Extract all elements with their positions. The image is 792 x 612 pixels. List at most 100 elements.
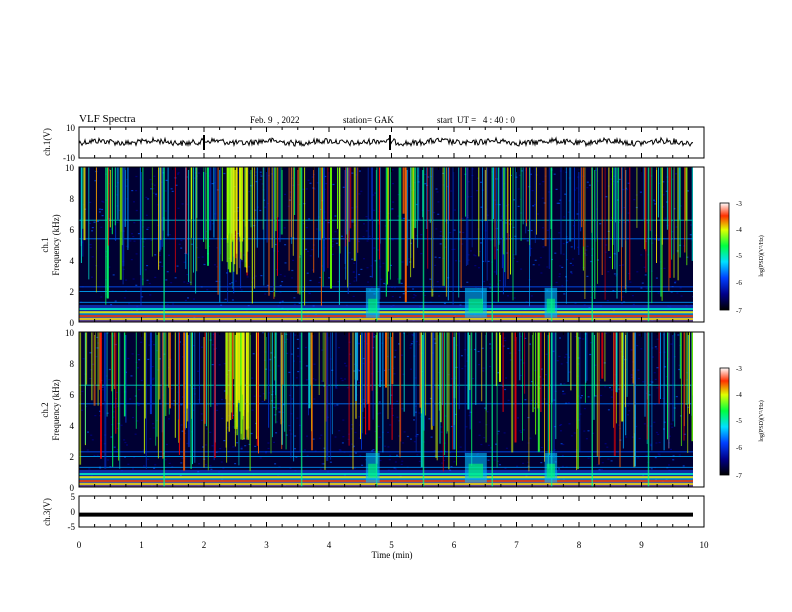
spectrogram-noise [382, 262, 385, 264]
spectrogram-noise [281, 300, 284, 302]
spectrogram-noise [679, 205, 682, 207]
sferic-streak [335, 332, 337, 389]
spectrogram-noise [221, 417, 224, 420]
sferic-streak [498, 167, 500, 245]
sferic-streak [621, 167, 623, 248]
spectrogram-noise [453, 248, 456, 250]
ch2-colorbar: -3 -4 -5 -6 -7 log(PSD)(V²/Hz) [719, 365, 765, 480]
sferic-streak [185, 167, 187, 270]
ch2-channel-label: ch.2 [40, 402, 50, 417]
spectrogram-noise [365, 230, 368, 232]
sferic-streak [165, 332, 167, 416]
spectrogram-noise [678, 364, 681, 366]
spectrogram-noise [520, 374, 522, 377]
sferic-streak [214, 332, 216, 458]
sferic-streak [669, 167, 671, 278]
spectrogram-noise [101, 200, 104, 202]
spectrogram-noise [209, 431, 212, 433]
spectrogram-noise [358, 416, 361, 418]
spectrogram-noise [288, 371, 291, 373]
spectrogram-noise [474, 255, 477, 257]
spectrogram-noise [338, 430, 341, 432]
spectrogram-noise [414, 295, 417, 297]
spectrogram-noise [401, 460, 404, 462]
spectrogram-noise [490, 447, 492, 449]
sferic-streak [398, 167, 401, 284]
spectrogram-noise [563, 216, 566, 218]
spectrogram-noise [636, 345, 639, 347]
spectrogram-noise [363, 417, 366, 419]
spectrogram-noise [648, 394, 651, 396]
spectrogram-noise [154, 254, 157, 256]
spectrogram-noise [639, 191, 642, 193]
sferic-streak [597, 167, 598, 284]
spectrogram-noise [311, 269, 314, 271]
spectrogram-noise [197, 370, 200, 372]
spectrogram-noise [140, 379, 143, 382]
spectrogram-noise [282, 404, 285, 406]
spectrogram-noise [558, 202, 561, 204]
spectrogram-noise [161, 265, 164, 267]
sferic-streak [256, 332, 258, 446]
sferic-streak [274, 167, 276, 297]
spectrogram-noise [630, 374, 633, 376]
sferic-streak [116, 167, 119, 220]
x-tick-label: 10 [700, 540, 710, 550]
ch1-spectrogram-ticks [78, 167, 705, 322]
spectrogram-noise [183, 281, 186, 283]
sferic-streak [115, 332, 117, 434]
sferic-streak [679, 167, 681, 258]
sferic-streak [686, 167, 688, 266]
ch2-colorbar-label: log(PSD)(V²/Hz) [758, 400, 765, 441]
sferic-streak [348, 332, 350, 446]
sferic-streak [113, 332, 115, 389]
sferic-streak [404, 167, 407, 303]
sferic-streak [688, 332, 690, 405]
sferic-streak [677, 167, 679, 281]
spectrogram-noise [487, 459, 490, 461]
sferic-streak [651, 332, 653, 451]
spectrogram-noise [358, 273, 361, 276]
spectrogram-noise [384, 445, 387, 447]
spectrogram-noise [101, 386, 104, 388]
spectrogram-noise [342, 436, 345, 438]
ch1-colorbar-label: log(PSD)(V²/Hz) [758, 235, 765, 276]
low-freq-blob-core [546, 463, 555, 478]
sferic-streak [400, 332, 402, 442]
spectrogram-noise [482, 367, 485, 369]
ch1-channel-label: ch.1 [40, 237, 50, 252]
sferic-streak [529, 167, 531, 257]
spectrogram-noise [177, 172, 180, 174]
spectrogram-noise [437, 213, 440, 215]
spectrogram-noise [605, 244, 608, 246]
sferic-streak [322, 167, 323, 239]
spectrogram-noise [379, 412, 382, 414]
spectrogram-noise [434, 256, 437, 258]
spectrogram-noise [288, 425, 291, 427]
spectrogram-noise [664, 217, 667, 219]
spectrogram-noise [526, 240, 529, 242]
ch2-cbar-tick-3: -3 [736, 365, 742, 373]
spectrogram-noise [88, 468, 91, 470]
spectrogram-noise [441, 462, 443, 464]
spectrogram-noise [399, 296, 401, 298]
station-label: station= GAK [343, 115, 394, 125]
spectrogram-noise [340, 377, 343, 379]
sferic-streak [91, 332, 93, 401]
spectrogram-noise [334, 215, 337, 217]
spectrogram-noise [352, 271, 355, 273]
spectrogram-noise [533, 407, 536, 409]
spectrogram-noise [387, 431, 389, 433]
spectrogram-noise [653, 421, 656, 423]
spectrogram-noise [610, 389, 613, 391]
spectrogram-noise [620, 302, 623, 305]
sferic-streak [379, 332, 382, 388]
spectrogram-noise [216, 409, 219, 411]
sferic-streak [232, 332, 234, 419]
sferic-streak [446, 332, 448, 434]
spectrogram-noise [565, 353, 568, 355]
sferic-streak [199, 332, 200, 404]
ch1-ytick-10: 10 [65, 163, 75, 173]
spectrogram-noise [418, 460, 421, 462]
spectrogram-noise [532, 205, 535, 207]
